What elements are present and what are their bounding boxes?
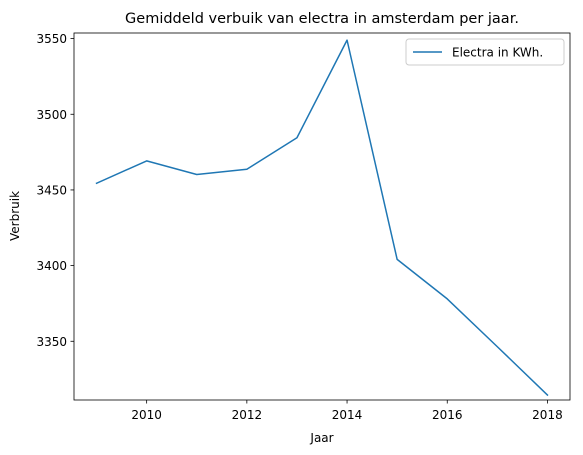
y-tick-label: 3450 xyxy=(36,183,67,197)
y-axis-label: Verbruik xyxy=(8,191,22,241)
x-tick-label: 2012 xyxy=(232,408,263,422)
x-tick-label: 2010 xyxy=(131,408,162,422)
x-tick-label: 2018 xyxy=(532,408,563,422)
plot-frame xyxy=(73,32,571,401)
y-tick-label: 3350 xyxy=(36,335,67,349)
legend: Electra in KWh. xyxy=(405,38,565,66)
series-group xyxy=(95,39,549,397)
y-tick-label: 3550 xyxy=(36,32,67,46)
y-tick-label: 3500 xyxy=(36,108,67,122)
x-axis-label: Jaar xyxy=(309,431,333,445)
axis-ticks: 2010 2012 2014 2016 2018 3350 3400 3450 3500 3550 xyxy=(36,32,562,422)
chart-title: Gemiddeld verbuik van electra in amsterd… xyxy=(125,11,519,27)
legend-label: Electra in KWh. xyxy=(452,46,543,60)
x-tick-label: 2016 xyxy=(432,408,463,422)
x-tick-label: 2014 xyxy=(332,408,363,422)
legend-box xyxy=(405,38,565,66)
y-tick-label: 3400 xyxy=(36,259,67,273)
series-line-electra xyxy=(95,39,549,397)
